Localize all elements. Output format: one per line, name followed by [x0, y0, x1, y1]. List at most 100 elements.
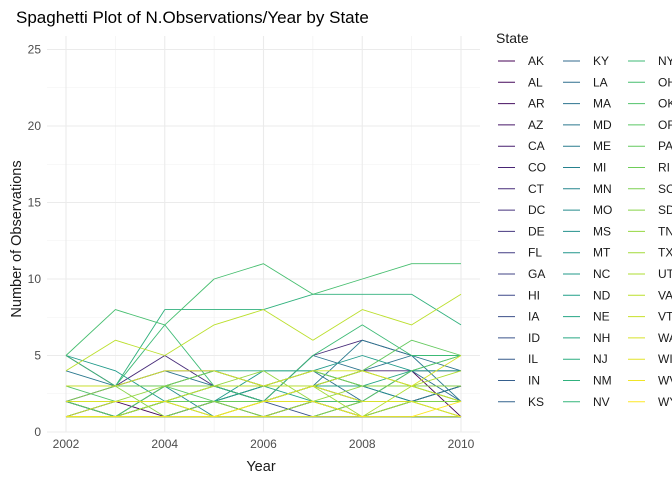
- grid: [47, 36, 480, 433]
- chart-title: Spaghetti Plot of N.Observations/Year by…: [16, 8, 369, 27]
- legend-item-sc: SC: [628, 182, 672, 196]
- y-axis-ticks: 0 5 10 15 20 25: [28, 43, 42, 440]
- legend-label: NY: [658, 54, 672, 68]
- legend-item-or: OR: [628, 118, 672, 132]
- y-tick-label: 0: [34, 425, 41, 439]
- legend-label: AK: [528, 54, 544, 68]
- y-tick-label: 10: [28, 272, 42, 286]
- legend-label: GA: [528, 267, 545, 281]
- legend-item-fl: FL: [498, 246, 542, 260]
- legend-item-il: IL: [498, 352, 538, 366]
- legend-item-va: VA: [628, 288, 672, 302]
- x-axis-title: Year: [246, 459, 275, 475]
- legend-label: ID: [528, 331, 540, 345]
- legend-label: WI: [658, 352, 672, 366]
- x-tick-label: 2008: [349, 437, 376, 451]
- legend-item-ri: RI: [628, 161, 670, 175]
- y-tick-label: 5: [34, 349, 41, 363]
- legend-label: TX: [658, 246, 672, 260]
- legend-item-ar: AR: [498, 97, 545, 111]
- legend-item-az: AZ: [498, 118, 543, 132]
- series-line-wy: [66, 400, 462, 418]
- legend-label: FL: [528, 246, 542, 260]
- legend-label: VT: [658, 310, 672, 324]
- legend-item-mi: MI: [563, 161, 606, 175]
- legend-title: State: [496, 30, 529, 46]
- y-tick-label: 15: [28, 196, 42, 210]
- legend-item-tx: TX: [628, 246, 672, 260]
- legend-label: NV: [593, 395, 610, 409]
- legend-label: AZ: [528, 118, 543, 132]
- legend-item-mn: MN: [563, 182, 612, 196]
- legend-item-wi: WI: [628, 352, 672, 366]
- legend-item-ne: NE: [563, 310, 610, 324]
- legend-item-nm: NM: [563, 374, 612, 388]
- legend-label: MD: [593, 118, 612, 132]
- legend-item-ct: CT: [498, 182, 545, 196]
- legend-label: MS: [593, 224, 611, 238]
- legend-label: LA: [593, 75, 608, 89]
- legend-item-ak: AK: [498, 54, 544, 68]
- legend-label: NM: [593, 374, 612, 388]
- legend-item-me: ME: [563, 139, 611, 153]
- legend-label: IA: [528, 310, 539, 324]
- series-line-oh: [65, 263, 461, 356]
- legend-label: IN: [528, 374, 540, 388]
- x-tick-label: 2002: [53, 437, 80, 451]
- y-axis-title: Number of Observations: [9, 160, 25, 317]
- legend-item-wa: WA: [628, 331, 672, 345]
- legend-label: MO: [593, 203, 612, 217]
- legend-item-ia: IA: [498, 310, 539, 324]
- legend-item-nh: NH: [563, 331, 610, 345]
- legend-label: ME: [593, 139, 611, 153]
- legend-label: WV: [658, 374, 672, 388]
- legend-item-co: CO: [498, 161, 546, 175]
- legend-item-ky: KY: [563, 54, 609, 68]
- x-axis-ticks: 2002 2004 2006 2008 2010: [53, 437, 475, 451]
- series-lines: [65, 263, 462, 418]
- legend-label: WY: [658, 395, 672, 409]
- legend-item-id: ID: [498, 331, 540, 345]
- legend-item-dc: DC: [498, 203, 546, 217]
- legend-item-nj: NJ: [563, 352, 608, 366]
- legend-label: CA: [528, 139, 545, 153]
- legend-label: HI: [528, 288, 540, 302]
- legend-item-ca: CA: [498, 139, 545, 153]
- legend-label: SC: [658, 182, 672, 196]
- legend-label: AR: [528, 97, 545, 111]
- legend-item-tn: TN: [628, 224, 672, 238]
- legend-item-ok: OK: [628, 97, 672, 111]
- legend-item-de: DE: [498, 224, 545, 238]
- legend-item-ma: MA: [563, 97, 611, 111]
- legend-item-al: AL: [498, 75, 543, 89]
- legend-label: AL: [528, 75, 543, 89]
- series-line-tn: [66, 370, 461, 402]
- legend: State AK AL AR AZ CA CO CT DC DE FL GA HI IA ID IL IN KS…: [496, 30, 672, 409]
- legend-label: RI: [658, 161, 670, 175]
- legend-item-pa: PA: [628, 139, 672, 153]
- legend-label: NE: [593, 310, 610, 324]
- legend-label: WA: [658, 331, 672, 345]
- legend-label: CT: [528, 182, 545, 196]
- legend-label: DE: [528, 224, 545, 238]
- y-tick-label: 25: [28, 43, 42, 57]
- legend-label: TN: [658, 224, 672, 238]
- legend-item-ny: NY: [628, 54, 672, 68]
- legend-item-in: IN: [498, 374, 540, 388]
- legend-label: KY: [593, 54, 609, 68]
- legend-item-mo: MO: [563, 203, 612, 217]
- legend-item-wv: WV: [628, 374, 672, 388]
- legend-item-vt: VT: [628, 310, 672, 324]
- series-line-va: [65, 293, 462, 372]
- legend-label: SD: [658, 203, 672, 217]
- legend-item-nv: NV: [563, 395, 610, 409]
- legend-label: ND: [593, 288, 611, 302]
- series-line-wa: [66, 355, 462, 387]
- legend-item-nd: ND: [563, 288, 611, 302]
- legend-item-ga: GA: [498, 267, 545, 281]
- legend-label: NH: [593, 331, 610, 345]
- legend-label: IL: [528, 352, 538, 366]
- legend-label: MA: [593, 97, 611, 111]
- legend-label: OH: [658, 75, 672, 89]
- legend-item-mt: MT: [563, 246, 611, 260]
